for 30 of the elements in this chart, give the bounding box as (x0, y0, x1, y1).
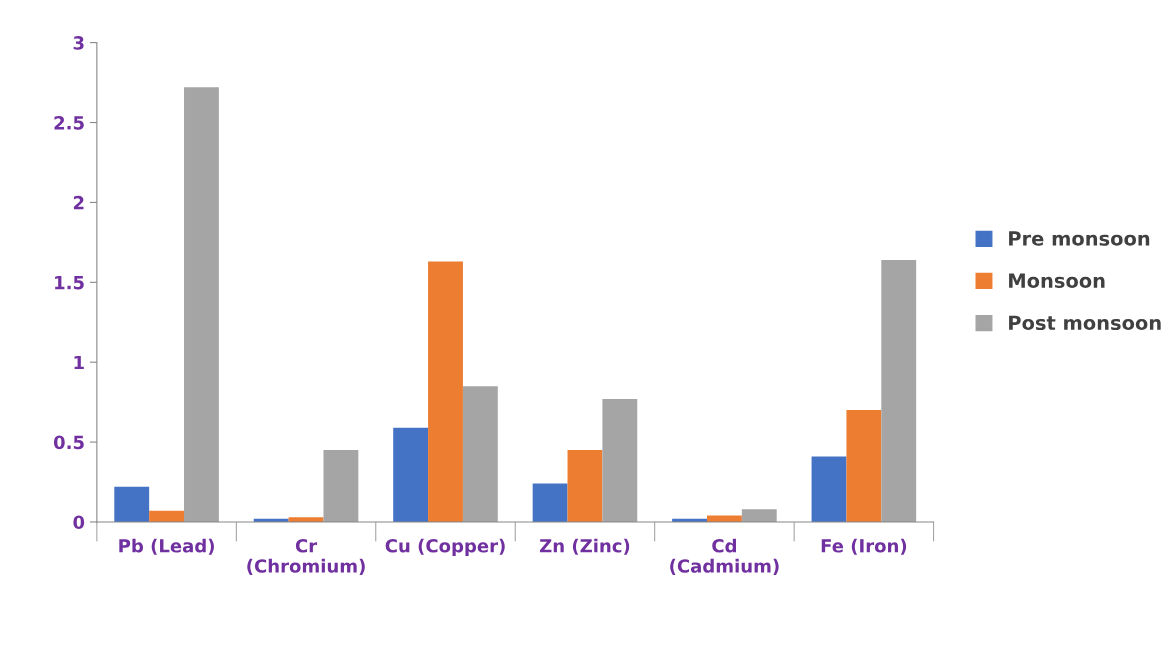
bar (567, 450, 603, 522)
bar (114, 486, 150, 522)
bar (532, 483, 568, 522)
legend-label: Pre monsoon (1009, 231, 1150, 246)
x-tick-label: Pb (Lead) (119, 538, 214, 555)
bar (462, 386, 498, 522)
y-tick-label: 0 (73, 515, 85, 530)
bar (881, 259, 917, 522)
y-tick-label: 1 (74, 355, 84, 370)
x-tick-label: Zn (Zinc) (539, 538, 630, 555)
bar (184, 87, 219, 522)
x-tick-label: Cr (Chromium) (247, 538, 365, 575)
bar (811, 456, 847, 522)
y-tick-label: 2.5 (54, 115, 84, 130)
y-tick-label: 3 (73, 36, 84, 50)
y-tick-label: 2 (73, 195, 84, 210)
legend-label: Monsoon (1009, 273, 1105, 288)
x-tick-label: Fe (Iron) (821, 538, 907, 555)
y-tick-label: 1.5 (55, 276, 84, 290)
bar (602, 398, 638, 522)
bar (846, 410, 882, 522)
bar (393, 427, 429, 522)
bar (323, 450, 359, 522)
legend-label: Post monsoon (1009, 315, 1161, 331)
x-tick-label: Cu (Copper) (385, 538, 505, 557)
bar (428, 261, 463, 522)
x-tick-label: Cd (Cadmium) (670, 538, 779, 575)
bar (149, 510, 185, 522)
y-tick-label: 0.5 (53, 435, 84, 450)
bar (741, 509, 777, 522)
